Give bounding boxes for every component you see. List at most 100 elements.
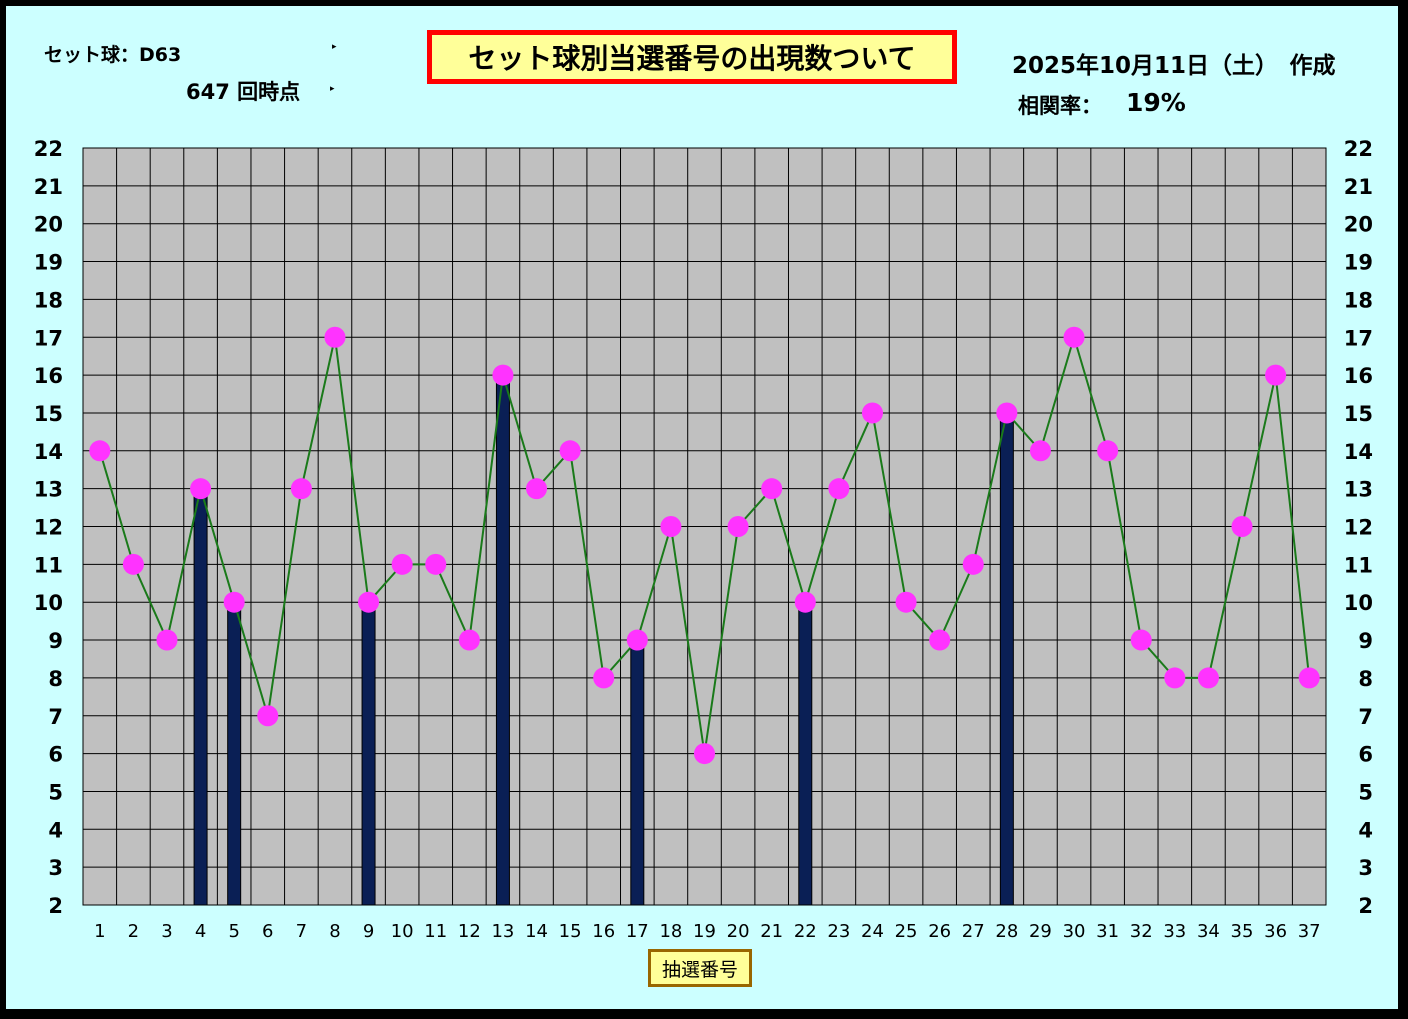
- chart-title: セット球別当選番号の出現数ついて: [468, 42, 916, 75]
- data-point: [761, 478, 783, 500]
- data-point: [526, 478, 548, 500]
- x-tick-label: 23: [827, 921, 850, 942]
- x-tick-label: 14: [525, 921, 548, 942]
- y-tick-label-left: 4: [48, 818, 63, 842]
- y-tick-label-left: 6: [48, 743, 63, 767]
- data-point: [492, 364, 514, 386]
- x-tick-label: 32: [1130, 921, 1153, 942]
- x-tick-label: 27: [962, 921, 985, 942]
- x-tick-label: 22: [794, 921, 817, 942]
- y-tick-label-right: 15: [1344, 402, 1373, 426]
- comment-marker-icon: ▸: [330, 84, 335, 94]
- x-tick-label: 4: [195, 921, 206, 942]
- x-tick-label: 28: [995, 921, 1018, 942]
- x-tick-label: 1: [94, 921, 105, 942]
- data-point: [929, 629, 951, 651]
- x-axis-title-box: 抽選番号: [648, 949, 752, 987]
- set-ball-label: セット球：D63: [44, 44, 182, 66]
- data-point: [962, 553, 984, 575]
- data-point: [828, 478, 850, 500]
- y-tick-label-right: 19: [1344, 251, 1373, 275]
- x-axis-title: 抽選番号: [661, 958, 738, 981]
- y-tick-label-right: 10: [1344, 591, 1373, 615]
- y-tick-label-right: 20: [1344, 213, 1373, 237]
- y-tick-label-left: 13: [34, 478, 63, 502]
- y-tick-label-left: 8: [48, 667, 63, 691]
- x-tick-label: 5: [228, 921, 239, 942]
- data-point: [223, 591, 245, 613]
- x-tick-label: 31: [1096, 921, 1119, 942]
- y-tick-label-left: 14: [34, 440, 63, 464]
- data-point: [996, 402, 1018, 424]
- data-point: [861, 402, 883, 424]
- correlation-value: 19%: [1126, 88, 1186, 117]
- x-tick-label: 17: [626, 921, 649, 942]
- x-tick-label: 19: [693, 921, 716, 942]
- draw-point-label: 647 回時点: [186, 80, 301, 104]
- x-tick-label: 16: [592, 921, 615, 942]
- y-tick-label-left: 12: [34, 516, 63, 540]
- data-point: [257, 705, 279, 727]
- y-tick-label-right: 21: [1344, 175, 1373, 199]
- bar: [798, 601, 813, 906]
- x-tick-label: 33: [1163, 921, 1186, 942]
- x-tick-label: 9: [363, 921, 374, 942]
- x-tick-label: 11: [424, 921, 447, 942]
- y-tick-label-left: 16: [34, 364, 63, 388]
- x-tick-label: 20: [727, 921, 750, 942]
- data-point: [727, 516, 749, 537]
- y-tick-label-left: 15: [34, 402, 63, 426]
- data-point: [425, 553, 447, 575]
- date-created-label: 2025年10月11日（土） 作成: [1012, 53, 1336, 79]
- y-tick-label-right: 6: [1358, 743, 1373, 767]
- data-point: [1029, 440, 1051, 462]
- y-tick-label-left: 5: [48, 780, 63, 804]
- y-tick-label-right: 8: [1358, 667, 1373, 691]
- data-point: [290, 478, 312, 500]
- y-tick-label-left: 9: [48, 629, 63, 653]
- y-tick-label-left: 11: [34, 553, 63, 577]
- x-tick-label: 3: [161, 921, 172, 942]
- data-point: [1130, 629, 1152, 651]
- x-tick-label: 24: [861, 921, 884, 942]
- data-point: [559, 440, 581, 462]
- data-point: [1231, 516, 1253, 537]
- x-tick-label: 35: [1231, 921, 1254, 942]
- data-point: [1197, 667, 1219, 689]
- y-tick-label-right: 2: [1358, 894, 1373, 918]
- data-point: [391, 553, 413, 575]
- y-tick-label-right: 3: [1358, 856, 1373, 880]
- x-tick-label: 25: [895, 921, 918, 942]
- x-tick-label: 37: [1298, 921, 1321, 942]
- x-tick-label: 26: [928, 921, 951, 942]
- y-tick-label-left: 20: [34, 213, 63, 237]
- x-tick-label: 18: [659, 921, 682, 942]
- data-point: [1164, 667, 1186, 689]
- data-point: [89, 440, 111, 462]
- y-tick-label-right: 17: [1344, 326, 1373, 350]
- y-tick-label-left: 3: [48, 856, 63, 880]
- x-tick-label: 13: [491, 921, 514, 942]
- data-point: [694, 743, 715, 765]
- y-tick-label-right: 9: [1358, 629, 1373, 653]
- x-tick-label: 21: [760, 921, 783, 942]
- y-tick-label-right: 5: [1358, 780, 1373, 804]
- data-point: [324, 326, 346, 348]
- bar: [361, 601, 376, 906]
- data-point: [156, 629, 178, 651]
- x-tick-label: 30: [1063, 921, 1086, 942]
- data-point: [122, 553, 144, 575]
- y-tick-label-right: 16: [1344, 364, 1373, 388]
- data-point: [660, 516, 682, 537]
- bar: [630, 639, 645, 906]
- y-tick-label-left: 18: [34, 288, 63, 312]
- bar: [227, 601, 242, 906]
- bar: [193, 488, 208, 906]
- y-tick-label-left: 19: [34, 251, 63, 275]
- x-tick-label: 29: [1029, 921, 1052, 942]
- x-tick-label: 34: [1197, 921, 1220, 942]
- x-tick-label: 10: [391, 921, 414, 942]
- comment-marker-icon: ▸: [332, 42, 337, 52]
- y-tick-label-left: 22: [34, 137, 63, 161]
